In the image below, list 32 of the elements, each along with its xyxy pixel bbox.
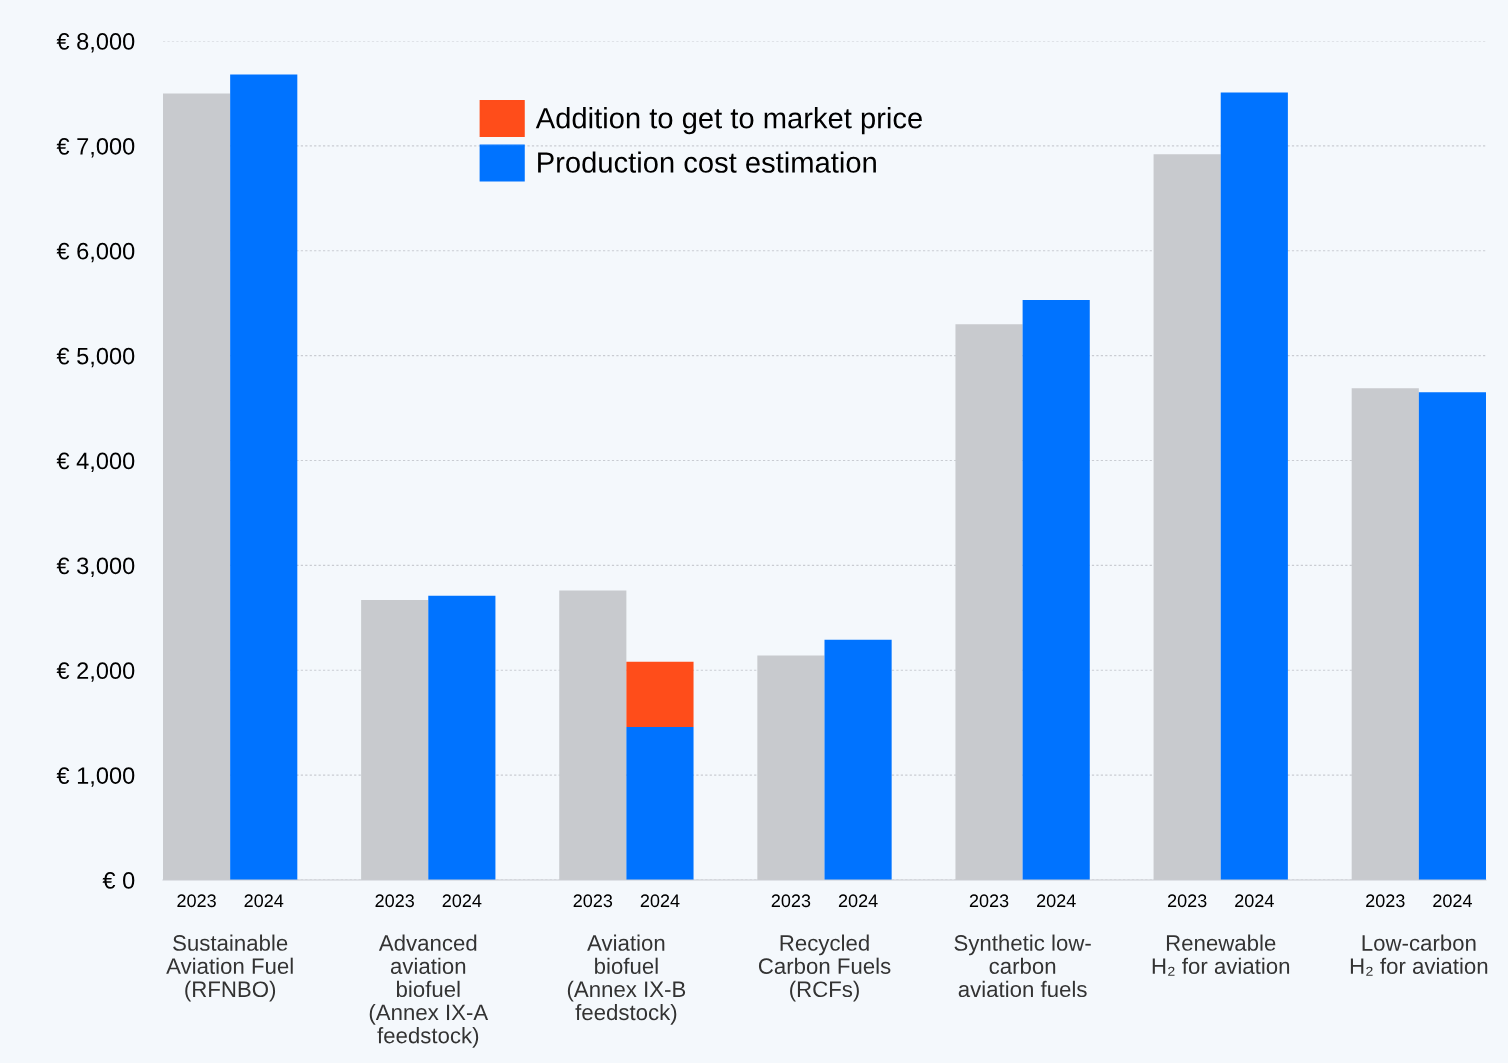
- x-tick-label: 2024: [442, 894, 482, 908]
- text: Synthetic low- carbon aviation fuels: [954, 934, 1091, 998]
- x-tick-label: 2024: [1235, 894, 1274, 908]
- x-tick-label: 2023: [969, 894, 1009, 908]
- y-tick-label: € 0: [102, 872, 135, 889]
- y-tick-label: € 7,000: [56, 137, 135, 158]
- y-tick-label: € 3,000: [56, 557, 135, 577]
- y-tick-label: € 2,000: [56, 662, 135, 682]
- y-tick-label: € 8,000: [56, 33, 135, 53]
- text: Recycled Carbon Fuels (RCFs): [758, 934, 891, 1002]
- legend-label: Addition to get to market price: [535, 107, 922, 135]
- x-tick-label: 2024: [640, 894, 680, 908]
- text: Sustainable Aviation Fuel (RFNBO): [166, 934, 293, 1002]
- x-tick-label: 2023: [573, 894, 613, 908]
- x-tick-label: 2023: [375, 894, 414, 908]
- text: Advanced aviation biofuel (Annex IX-A feedstock): [369, 934, 489, 1048]
- y-tick-label: € 1,000: [56, 767, 135, 787]
- y-tick-label: € 6,000: [56, 242, 135, 263]
- x-tick-label: 2024: [244, 894, 284, 908]
- text: Low-carbon H₂ for aviation: [1350, 934, 1488, 976]
- x-tick-label: 2023: [1167, 894, 1207, 908]
- x-tick-label: 2024: [838, 894, 878, 908]
- x-tick-label: 2023: [771, 894, 811, 908]
- x-tick-label: 2023: [177, 894, 216, 908]
- text: Aviation biofuel (Annex IX-B feedstock): [567, 934, 686, 1025]
- x-tick-label: 2024: [1037, 894, 1076, 908]
- text: Renewable H₂ for aviation: [1152, 934, 1290, 976]
- y-tick-label: € 5,000: [56, 347, 135, 368]
- y-tick-label: € 4,000: [56, 452, 135, 473]
- x-tick-label: 2023: [1366, 894, 1405, 908]
- x-tick-label: 2024: [1433, 894, 1472, 908]
- legend-label: Production cost estimation: [538, 151, 876, 173]
